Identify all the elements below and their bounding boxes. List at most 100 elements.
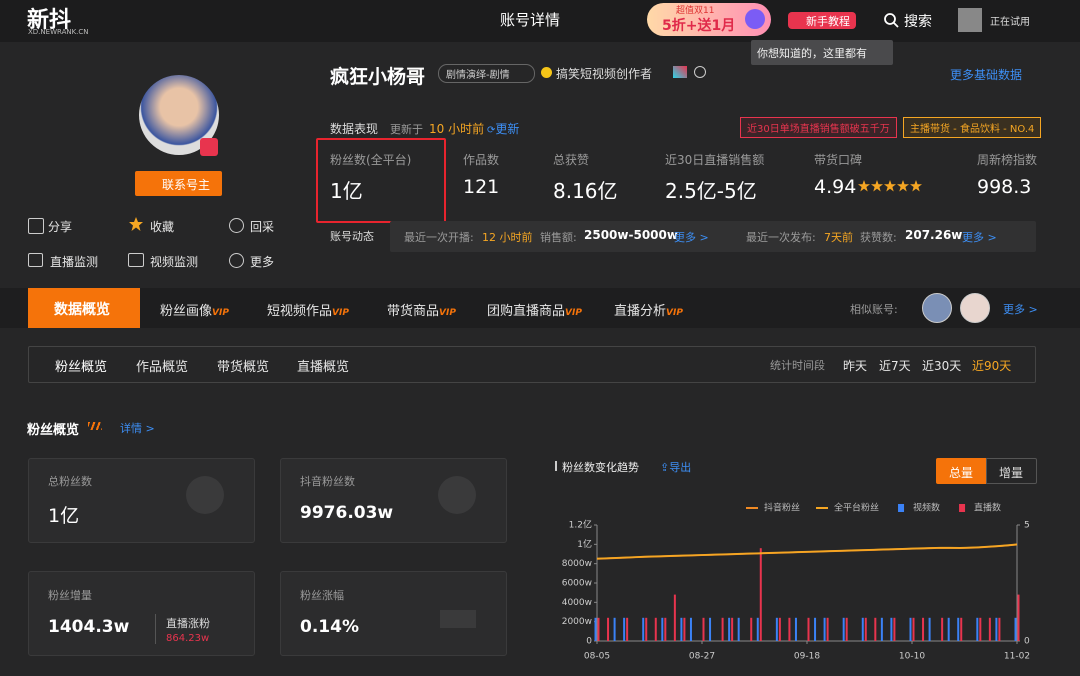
subtab[interactable]: 粉丝概览 xyxy=(55,360,108,375)
tab: 数据概览 xyxy=(54,302,110,318)
y-tick-label: 8000w xyxy=(562,559,592,569)
bar xyxy=(842,617,845,641)
bar xyxy=(988,617,991,641)
tab[interactable]: 短视频作品VIP xyxy=(267,300,349,319)
bar xyxy=(654,617,657,641)
tab-label: 粉丝画像 xyxy=(160,304,213,319)
export-text: 导出 xyxy=(669,461,692,474)
tutorial-btn[interactable] xyxy=(788,12,856,29)
bar xyxy=(759,548,762,641)
stat-label: 带货口碑 xyxy=(814,153,863,167)
action[interactable]: 更多 xyxy=(250,255,275,269)
info-icon[interactable] xyxy=(694,66,706,78)
action[interactable]: 视频监测 xyxy=(150,255,199,269)
y-tick-label: 4000w xyxy=(562,598,592,608)
post-more[interactable]: 更多 > xyxy=(962,231,997,244)
card-value: 1404.3w xyxy=(48,617,130,637)
bar xyxy=(912,617,915,641)
bar xyxy=(880,617,883,641)
bar xyxy=(728,617,731,641)
period[interactable]: 昨天 xyxy=(843,359,868,373)
period[interactable]: 近30天 xyxy=(922,359,962,373)
x-tick-label: 08-05 xyxy=(584,652,610,662)
bar xyxy=(874,617,877,641)
bar xyxy=(893,617,896,641)
export[interactable]: ⇪导出 xyxy=(660,461,692,474)
subtab-box xyxy=(28,346,1036,383)
icon xyxy=(28,218,44,234)
tooltip-text: 你想知道的，这里都有 xyxy=(757,47,867,60)
bar xyxy=(826,617,829,641)
x-tick-label: 11-02 xyxy=(1004,652,1030,662)
tag-box xyxy=(438,64,535,83)
tab[interactable]: 粉丝画像VIP xyxy=(160,300,229,319)
stat-label: 总获赞 xyxy=(553,153,590,167)
similar-more[interactable]: 更多 > xyxy=(1003,303,1038,316)
mode-btn[interactable] xyxy=(986,458,1037,484)
search-text[interactable]: 搜索 xyxy=(904,14,932,30)
live-more[interactable]: 更多 > xyxy=(674,231,709,244)
logo[interactable]: 新抖 xyxy=(27,8,72,33)
bar xyxy=(664,617,667,641)
card-sub-label: 直播涨粉 xyxy=(166,617,210,630)
similar-label: 相似账号: xyxy=(850,303,898,316)
card-value: 9976.03w xyxy=(300,503,394,523)
y2-tick-label: 0 xyxy=(1024,637,1030,647)
bar xyxy=(979,617,982,641)
updated-time: 10 小时前 xyxy=(429,122,485,136)
tab[interactable]: 直播分析VIP xyxy=(614,300,683,319)
promo-arrow xyxy=(745,9,765,29)
action[interactable]: 收藏 xyxy=(150,220,175,234)
bar xyxy=(683,617,686,641)
y-tick-label: 1.2亿 xyxy=(569,519,592,531)
period[interactable]: 近7天 xyxy=(879,359,911,373)
subtab[interactable]: 直播概览 xyxy=(297,360,350,375)
stat-value: 121 xyxy=(463,176,500,198)
contact-btn[interactable] xyxy=(135,171,222,196)
vip: VIP xyxy=(565,308,582,318)
refresh[interactable]: ⟳更新 xyxy=(487,122,520,136)
mode-active[interactable] xyxy=(936,458,986,484)
card-icon xyxy=(186,476,224,514)
promo-main: 5折+送1月 xyxy=(662,18,736,34)
tab[interactable]: 团购直播商品VIP xyxy=(487,300,582,319)
user-status: 正在试用 xyxy=(990,17,1030,28)
similar-avatar[interactable] xyxy=(960,293,990,323)
account-name: 疯狂小杨哥 xyxy=(330,66,426,88)
legend-swatch xyxy=(898,504,905,512)
card-divider xyxy=(155,614,156,644)
live-label: 最近一次开播: xyxy=(404,231,474,244)
icon xyxy=(229,253,244,268)
more-info[interactable]: 更多基础数据 xyxy=(950,68,1023,82)
period-label: 统计时间段 xyxy=(770,359,825,372)
period-active[interactable]: 近90天 xyxy=(972,359,1012,373)
tab-active[interactable] xyxy=(28,288,140,328)
stat-value: 8.16亿 xyxy=(553,179,618,203)
bar xyxy=(721,617,724,641)
top-bar xyxy=(0,0,1080,42)
bar xyxy=(613,617,616,641)
bar xyxy=(756,617,759,641)
action[interactable]: 回采 xyxy=(250,220,275,234)
bar xyxy=(731,617,734,641)
star-icon xyxy=(128,216,144,236)
search-icon[interactable] xyxy=(883,12,899,28)
post-label: 最近一次发布: xyxy=(746,231,816,244)
line xyxy=(596,543,1018,560)
bar xyxy=(941,617,944,641)
qr-badge[interactable] xyxy=(200,138,218,156)
similar-avatar[interactable] xyxy=(922,293,952,323)
subtab[interactable]: 作品概览 xyxy=(136,360,189,375)
verified: 搞笑短视频创作者 xyxy=(556,67,653,81)
card-value: 1亿 xyxy=(48,505,80,527)
bar xyxy=(928,617,931,641)
card-label: 粉丝增量 xyxy=(48,589,92,602)
action[interactable]: 分享 xyxy=(48,220,73,234)
user-avatar[interactable] xyxy=(958,8,982,32)
subtab[interactable]: 带货概览 xyxy=(217,360,270,375)
detail-link[interactable]: 详情 > xyxy=(120,422,155,435)
bar xyxy=(750,617,753,641)
bar xyxy=(702,617,705,641)
tab[interactable]: 带货商品VIP xyxy=(387,300,456,319)
action[interactable]: 直播监测 xyxy=(50,255,99,269)
